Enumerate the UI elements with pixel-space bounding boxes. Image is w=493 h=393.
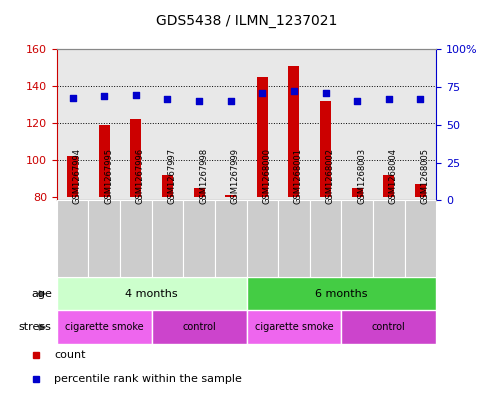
Bar bbox=[341, 310, 436, 344]
Bar bbox=[67, 156, 78, 197]
Point bbox=[164, 96, 172, 102]
Text: GSM1267997: GSM1267997 bbox=[168, 148, 176, 204]
Text: age: age bbox=[31, 289, 52, 299]
Bar bbox=[225, 195, 236, 197]
Text: 6 months: 6 months bbox=[315, 289, 368, 299]
Bar bbox=[257, 77, 268, 197]
Bar bbox=[130, 119, 141, 197]
Bar bbox=[384, 174, 394, 197]
Text: GSM1267998: GSM1267998 bbox=[199, 148, 208, 204]
Point bbox=[69, 94, 76, 101]
Text: control: control bbox=[182, 322, 216, 332]
Text: percentile rank within the sample: percentile rank within the sample bbox=[54, 374, 242, 384]
Bar bbox=[57, 200, 88, 277]
Text: stress: stress bbox=[19, 322, 52, 332]
Bar bbox=[373, 200, 405, 277]
Bar bbox=[57, 277, 246, 310]
Text: cigarette smoke: cigarette smoke bbox=[65, 322, 143, 332]
Point bbox=[132, 91, 140, 97]
Text: GDS5438 / ILMN_1237021: GDS5438 / ILMN_1237021 bbox=[156, 14, 337, 28]
Text: control: control bbox=[372, 322, 406, 332]
Bar bbox=[405, 200, 436, 277]
Point bbox=[385, 96, 393, 102]
Bar bbox=[246, 200, 278, 277]
Bar bbox=[310, 200, 341, 277]
Text: cigarette smoke: cigarette smoke bbox=[255, 322, 333, 332]
Bar bbox=[99, 125, 109, 197]
Bar bbox=[278, 200, 310, 277]
Bar bbox=[57, 310, 152, 344]
Bar bbox=[162, 174, 173, 197]
Text: GSM1267995: GSM1267995 bbox=[104, 148, 113, 204]
Bar bbox=[246, 310, 341, 344]
Bar bbox=[352, 187, 363, 197]
Point bbox=[321, 90, 329, 96]
Bar bbox=[288, 66, 299, 197]
Bar bbox=[341, 200, 373, 277]
Text: GSM1268005: GSM1268005 bbox=[421, 148, 429, 204]
Text: GSM1268002: GSM1268002 bbox=[325, 148, 335, 204]
Point bbox=[195, 97, 203, 104]
Bar bbox=[320, 101, 331, 197]
Point bbox=[417, 96, 424, 102]
Point bbox=[100, 93, 108, 99]
Text: GSM1268000: GSM1268000 bbox=[262, 148, 271, 204]
Point bbox=[353, 97, 361, 104]
Bar bbox=[120, 200, 152, 277]
Point bbox=[290, 88, 298, 95]
Text: 4 months: 4 months bbox=[125, 289, 178, 299]
Point bbox=[227, 97, 235, 104]
Text: count: count bbox=[54, 350, 86, 360]
Bar bbox=[246, 277, 436, 310]
Text: GSM1267994: GSM1267994 bbox=[72, 148, 81, 204]
Text: GSM1268001: GSM1268001 bbox=[294, 148, 303, 204]
Text: GSM1267996: GSM1267996 bbox=[136, 148, 145, 204]
Bar bbox=[183, 200, 215, 277]
Text: GSM1268003: GSM1268003 bbox=[357, 148, 366, 204]
Bar bbox=[194, 187, 205, 197]
Bar bbox=[152, 200, 183, 277]
Bar bbox=[88, 200, 120, 277]
Text: GSM1268004: GSM1268004 bbox=[389, 148, 398, 204]
Bar bbox=[152, 310, 246, 344]
Text: GSM1267999: GSM1267999 bbox=[231, 148, 240, 204]
Bar bbox=[415, 184, 426, 197]
Bar bbox=[215, 200, 246, 277]
Point bbox=[258, 90, 266, 96]
